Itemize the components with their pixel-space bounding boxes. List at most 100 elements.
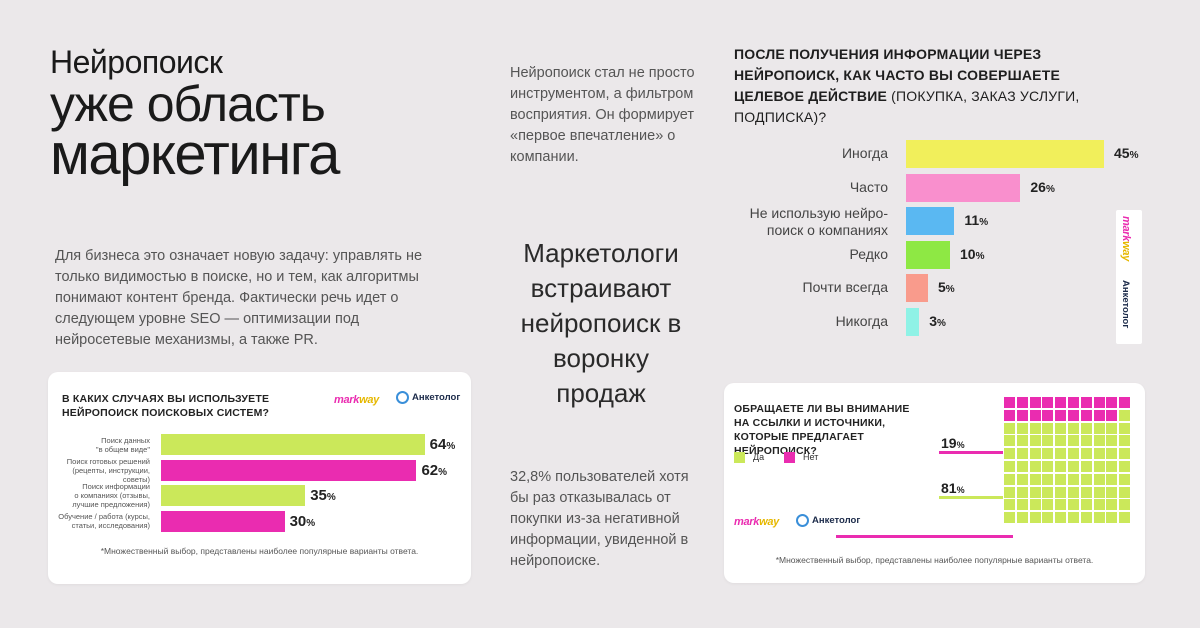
anketolog-logo: Анкетолог — [396, 391, 460, 404]
waffle-cell — [1042, 486, 1054, 498]
waffle-cell — [1119, 409, 1131, 421]
waffle-cell — [1080, 473, 1092, 485]
waffle-cell — [1119, 461, 1131, 472]
intro-text: Нейропоиск стал не просто инструментом, … — [510, 65, 695, 165]
waffle-cell — [1029, 435, 1041, 447]
waffle-cell — [1029, 397, 1041, 408]
waffle-cell — [1004, 461, 1015, 472]
waffle-cell — [1068, 512, 1079, 524]
anketolog-logo-text-2: Анкетолог — [812, 515, 861, 527]
action-bar-unit: % — [1129, 150, 1139, 161]
sources-bottom-rule — [836, 535, 1013, 538]
use-bar — [161, 485, 306, 506]
waffle-cell — [1055, 409, 1067, 421]
waffle-cell — [1106, 512, 1118, 524]
action-chart-title-bold: ПОСЛЕ ПОЛУЧЕНИЯ ИНФОРМАЦИИ ЧЕРЕЗ НЕЙРОПО… — [734, 46, 1060, 104]
waffle-cell — [1080, 499, 1092, 511]
waffle-cell — [1029, 461, 1041, 472]
use-bar-unit: % — [326, 492, 336, 503]
headline-line1: Нейропоиск — [50, 44, 223, 80]
waffle-cell — [1004, 473, 1015, 485]
waffle-cell — [1029, 422, 1041, 434]
waffle-cell — [1119, 435, 1131, 447]
action-bar-unit: % — [936, 317, 946, 329]
waffle-cell — [1029, 486, 1041, 498]
waffle-cell — [1004, 499, 1015, 511]
waffle-cell — [1093, 512, 1105, 524]
sources-card: ОБРАЩАЕТЕ ЛИ ВЫ ВНИМАНИЕ НА ССЫЛКИ И ИСТ… — [724, 383, 1145, 583]
headline-line2: уже область — [50, 76, 326, 132]
waffle-cell — [1004, 448, 1015, 460]
action-bar-label: Иногда — [841, 145, 888, 161]
use-bar-label: Поиск информации о компаниях (отзывы, лу… — [72, 482, 150, 509]
anketolog-logo-vertical: Анкетолог — [1120, 280, 1131, 329]
waffle-cell — [1042, 512, 1054, 524]
waffle-cell — [1068, 435, 1079, 447]
waffle-cell — [1093, 422, 1105, 434]
waffle-cell — [1080, 435, 1092, 447]
waffle-cell — [1093, 409, 1105, 421]
waffle-cell — [1068, 473, 1079, 485]
waffle-cell — [1068, 461, 1079, 472]
waffle-cell — [1042, 397, 1054, 408]
waffle-cell — [1042, 461, 1054, 472]
waffle-cell — [1029, 409, 1041, 421]
waffle-cell — [1068, 397, 1079, 408]
waffle-cell — [1016, 448, 1028, 460]
waffle-cell — [1016, 461, 1028, 472]
stat-text: 32,8% пользователей хотя бы раз отказыва… — [510, 469, 689, 569]
waffle-cell — [1016, 512, 1028, 524]
waffle-cell — [1004, 397, 1015, 408]
waffle-cell — [1004, 422, 1015, 434]
waffle-cell — [1106, 435, 1118, 447]
markway-logo-vertical: markway — [1120, 216, 1132, 262]
waffle-cell — [1106, 422, 1118, 434]
action-bar-label: Часто — [849, 178, 888, 195]
waffle-cell — [1029, 499, 1041, 511]
waffle-cell — [1004, 486, 1015, 498]
use-bar-label: Обучение / работа (курсы, статьи, исслед… — [58, 512, 150, 530]
anketolog-logo-2: Анкетолог — [796, 514, 860, 527]
waffle-cell — [1055, 499, 1067, 511]
business-text: Для бизнеса это означает новую задачу: у… — [55, 248, 423, 348]
waffle-cell — [1068, 486, 1079, 498]
anketolog-logo-text: Анкетолог — [412, 392, 461, 404]
action-bar — [906, 173, 1021, 202]
sources-yes-unit: % — [956, 485, 965, 495]
waffle-cell — [1119, 486, 1131, 498]
waffle-cell — [1016, 435, 1028, 447]
sources-yes-number: 81 — [941, 480, 957, 496]
waffle-cell — [1004, 435, 1015, 447]
waffle-cell — [1106, 409, 1118, 421]
legend-no-label: Нет — [803, 452, 819, 462]
action-bar-label: Никогда — [835, 312, 888, 329]
use-bar-label: Поиск данных "в общем виде" — [95, 435, 150, 454]
sources-footnote: *Множественный выбор, представлены наибо… — [775, 555, 1094, 565]
sources-waffle-chart — [1004, 397, 1132, 525]
waffle-cell — [1068, 448, 1079, 460]
waffle-cell — [1068, 409, 1079, 421]
legend-no-swatch — [784, 452, 795, 464]
use-cases-title: В КАКИХ СЛУЧАЯХ ВЫ ИСПОЛЬЗУЕТЕ НЕЙРОПОИС… — [62, 393, 270, 419]
center-headline: Маркетологи встраивают нейропоиск в воро… — [520, 238, 682, 408]
use-bar-value: 64% — [429, 436, 456, 453]
brand-strip: markway Анкетолог — [1116, 210, 1142, 344]
waffle-cell — [1055, 397, 1067, 408]
waffle-cell — [1042, 448, 1054, 460]
legend-yes-swatch — [734, 452, 745, 464]
waffle-cell — [1029, 473, 1041, 485]
waffle-cell — [1080, 486, 1092, 498]
use-cases-card: В КАКИХ СЛУЧАЯХ ВЫ ИСПОЛЬЗУЕТЕ НЕЙРОПОИС… — [48, 372, 471, 584]
action-bar-label: Почти всегда — [802, 279, 888, 295]
use-bar-unit: % — [306, 517, 316, 529]
waffle-cell — [1042, 499, 1054, 511]
sources-no-number: 19 — [941, 435, 957, 451]
waffle-cell — [1093, 461, 1105, 472]
action-bar-value: 3% — [929, 312, 946, 329]
waffle-cell — [1080, 397, 1092, 408]
anketolog-badge-icon-2 — [796, 514, 809, 527]
action-bar-unit: % — [945, 284, 955, 295]
waffle-cell — [1093, 486, 1105, 498]
action-chart-title: ПОСЛЕ ПОЛУЧЕНИЯ ИНФОРМАЦИИ ЧЕРЕЗ НЕЙРОПО… — [734, 44, 1114, 128]
waffle-cell — [1119, 473, 1131, 485]
